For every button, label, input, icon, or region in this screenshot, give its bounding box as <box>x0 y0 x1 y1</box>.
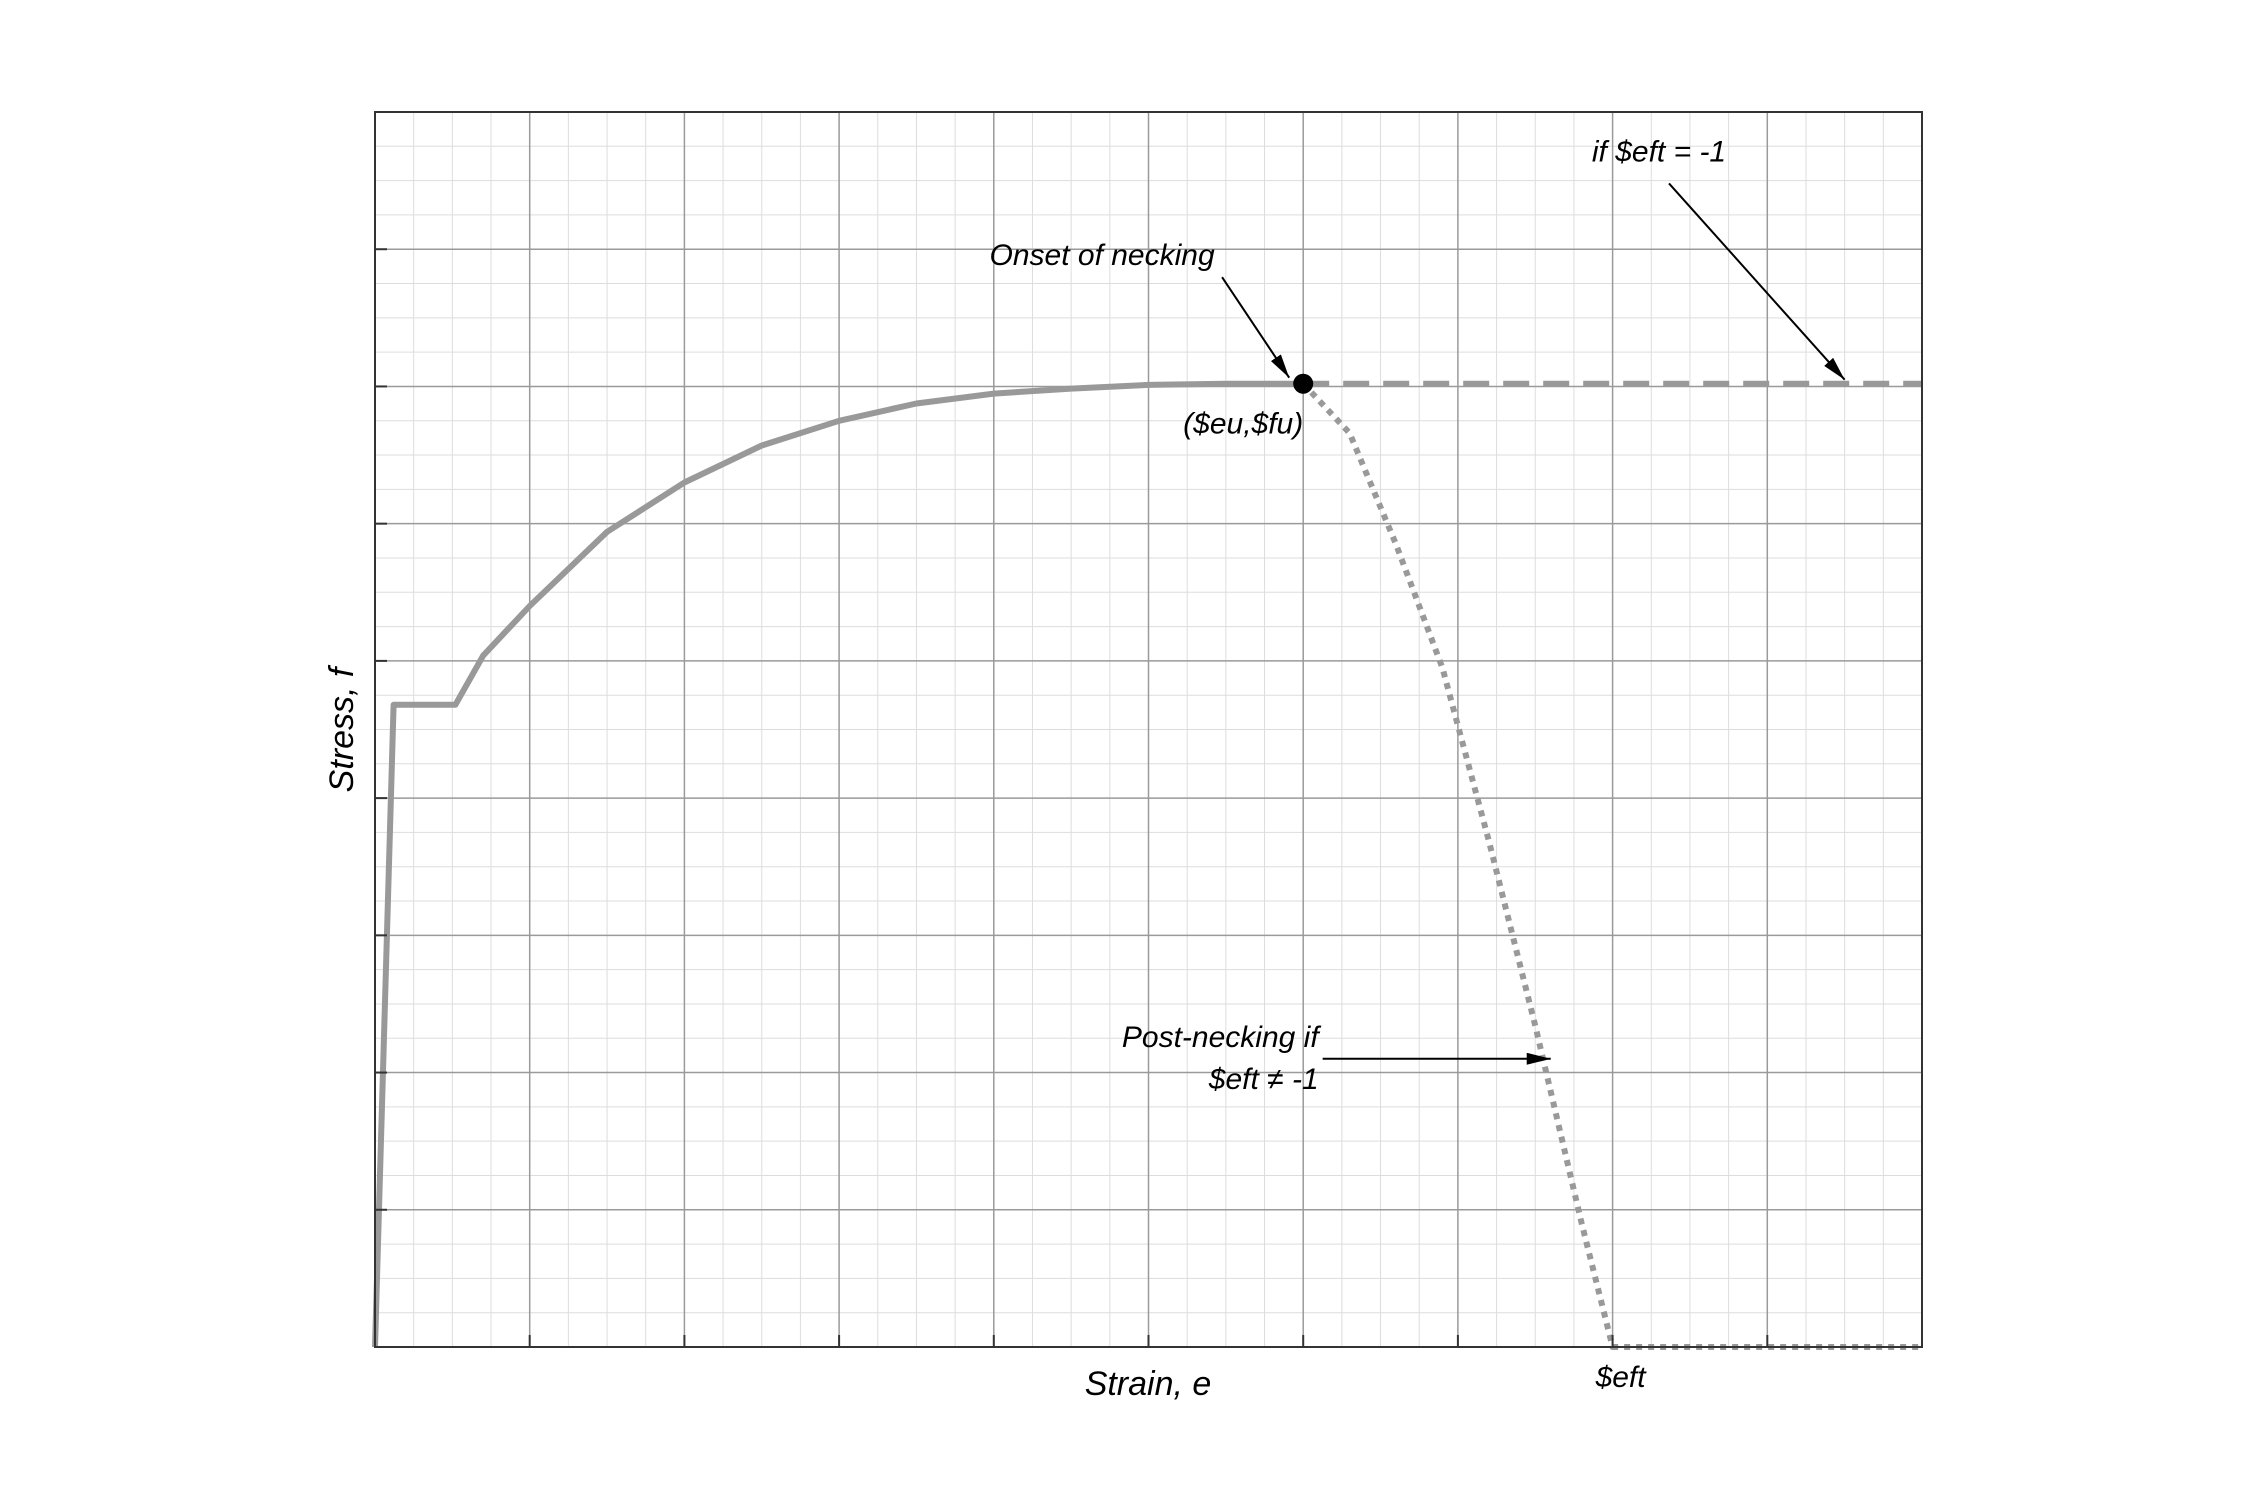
series-layer <box>372 380 1922 1350</box>
x-marker-label: $eft <box>1595 1361 1648 1394</box>
necking-point <box>1293 373 1314 394</box>
series-line-solid <box>372 380 1304 1348</box>
x-axis-title: Strain, e <box>1085 1365 1212 1403</box>
y-axis-title: Stress, f <box>323 664 361 792</box>
annotation-eft-neg1-text: if $eft = -1 <box>1592 135 1726 168</box>
annotation-layer: ($eu,$fu) $eft Onset of necking if $eft = -… <box>990 135 1846 1394</box>
tick-layer <box>375 248 1769 1347</box>
annotation-onset-text: Onset of necking <box>990 239 1215 272</box>
annotation-eft-neg1-arrow <box>1668 182 1846 381</box>
annotation-onset-arrow <box>1221 276 1291 379</box>
annotation-post-necking-line2: $eft ≠ -1 <box>1208 1063 1319 1096</box>
point-label: ($eu,$fu) <box>1183 408 1303 441</box>
annotation-post-necking-line1: Post-necking if <box>1122 1021 1321 1054</box>
